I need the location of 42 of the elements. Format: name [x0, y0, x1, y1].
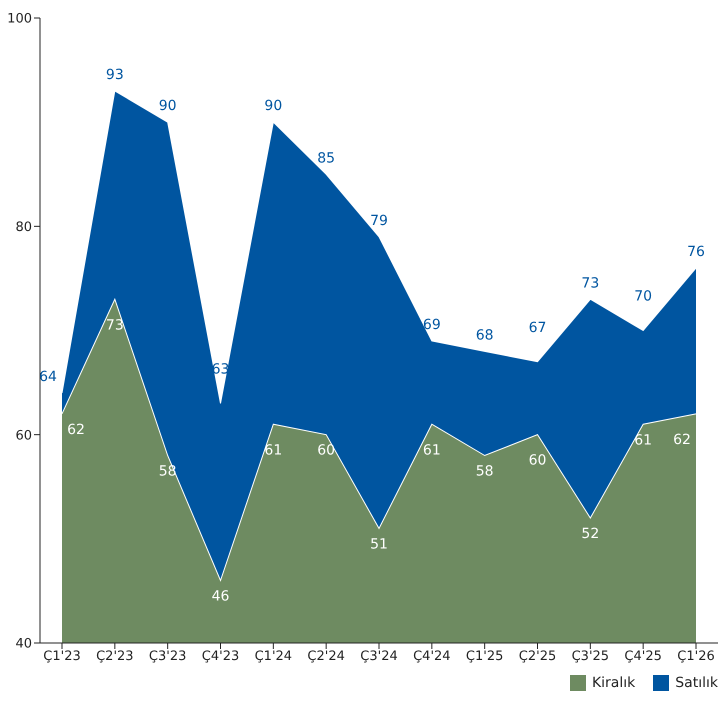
data-label: 68: [476, 327, 494, 344]
x-tick-label: Ç4'23: [202, 649, 240, 664]
data-label: 76: [687, 244, 705, 260]
y-tick-label: 60: [15, 428, 32, 444]
x-tick-label: Ç3'25: [572, 649, 610, 664]
y-tick-label: 80: [15, 220, 32, 235]
data-label: 69: [422, 316, 441, 333]
legend-label: Kiralık: [592, 675, 636, 691]
data-label: 61: [264, 442, 282, 458]
data-label: 58: [476, 464, 494, 480]
x-tick-label: Ç3'23: [148, 649, 186, 664]
data-label: 60: [528, 452, 546, 469]
data-label: 67: [528, 320, 546, 336]
data-label: 62: [673, 432, 691, 448]
data-label: 90: [264, 98, 282, 114]
x-tick-label: Ç1'23: [43, 649, 81, 664]
x-tick-label: Ç3'24: [360, 649, 398, 664]
x-tick-label: Ç1'25: [466, 649, 504, 664]
x-tick-label: Ç2'23: [96, 649, 134, 664]
legend-label: Satılık: [675, 675, 718, 691]
x-tick-label: Ç2'24: [307, 649, 345, 664]
data-label: 85: [317, 150, 336, 166]
data-label: 46: [212, 588, 230, 604]
data-label: 73: [581, 275, 600, 292]
data-label: 93: [106, 66, 124, 83]
x-tick-label: Ç2'25: [518, 649, 556, 664]
data-label: 61: [634, 432, 652, 448]
x-tick-label: Ç4'25: [624, 649, 662, 664]
data-label: 62: [67, 422, 85, 438]
x-tick-label: Ç4'24: [413, 649, 451, 664]
data-label: 61: [422, 442, 441, 458]
x-tick-label: Ç1'26: [677, 649, 715, 664]
data-label: 51: [370, 536, 388, 552]
x-tick-label: Ç1'24: [254, 649, 292, 664]
y-tick-label: 100: [7, 12, 32, 27]
y-tick-label: 40: [15, 636, 32, 652]
data-label: 73: [106, 317, 124, 334]
data-label: 79: [370, 212, 388, 229]
data-label: 60: [317, 442, 336, 459]
data-label: 52: [581, 526, 600, 542]
data-label: 90: [158, 98, 177, 114]
data-label: 70: [634, 288, 652, 304]
